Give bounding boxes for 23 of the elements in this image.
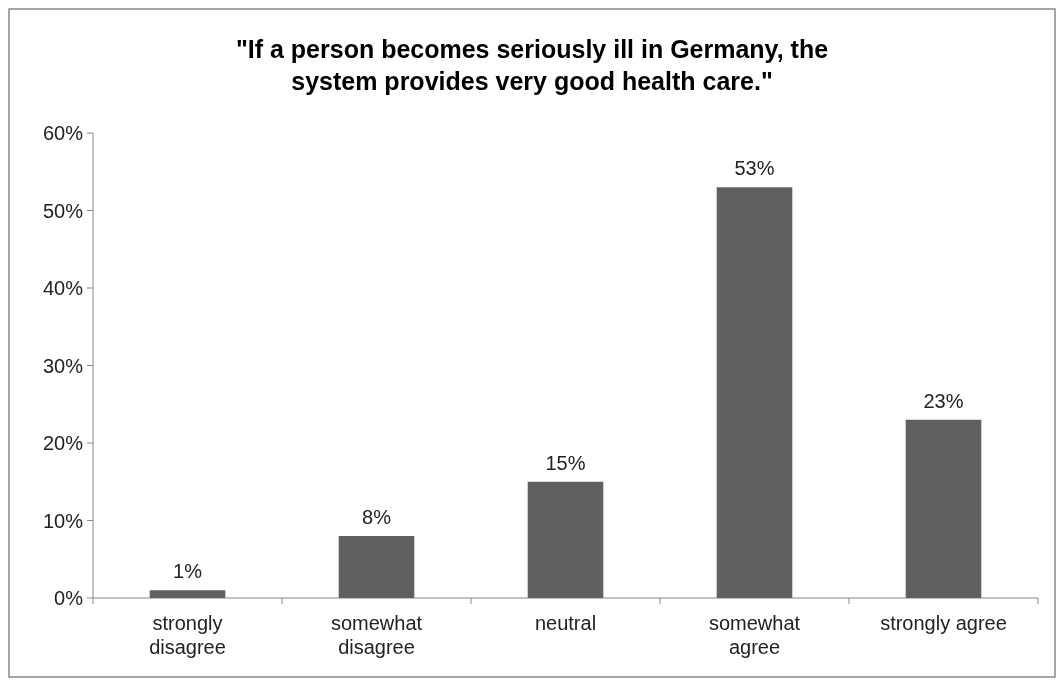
bar	[527, 481, 604, 598]
x-tick-label: somewhat disagree	[330, 612, 423, 658]
bar	[905, 419, 982, 598]
bar	[149, 590, 226, 598]
y-tick-label: 50%	[42, 199, 84, 222]
bar	[716, 187, 793, 598]
y-tick-label: 10%	[42, 509, 84, 532]
data-label: 23%	[923, 389, 964, 412]
y-tick-label: 40%	[42, 277, 84, 299]
y-tick-label: 30%	[42, 354, 84, 377]
data-label: 8%	[362, 506, 392, 528]
y-tick-label: 60%	[42, 122, 84, 144]
x-tick-label: strongly disagree	[149, 612, 226, 658]
data-label: 15%	[545, 451, 586, 474]
chart-title: "If a person becomes seriously ill in Germany, the system provides very good health care."	[235, 35, 829, 95]
x-tick-label: somewhat agree	[708, 612, 801, 658]
data-label: 53%	[734, 157, 775, 180]
x-tick-label: neutral	[534, 612, 597, 634]
bar	[338, 536, 415, 598]
y-tick-label: 0%	[54, 587, 84, 609]
x-tick-label: strongly agree	[880, 612, 1007, 634]
data-label: 1%	[173, 560, 203, 583]
y-tick-label: 20%	[42, 432, 84, 454]
